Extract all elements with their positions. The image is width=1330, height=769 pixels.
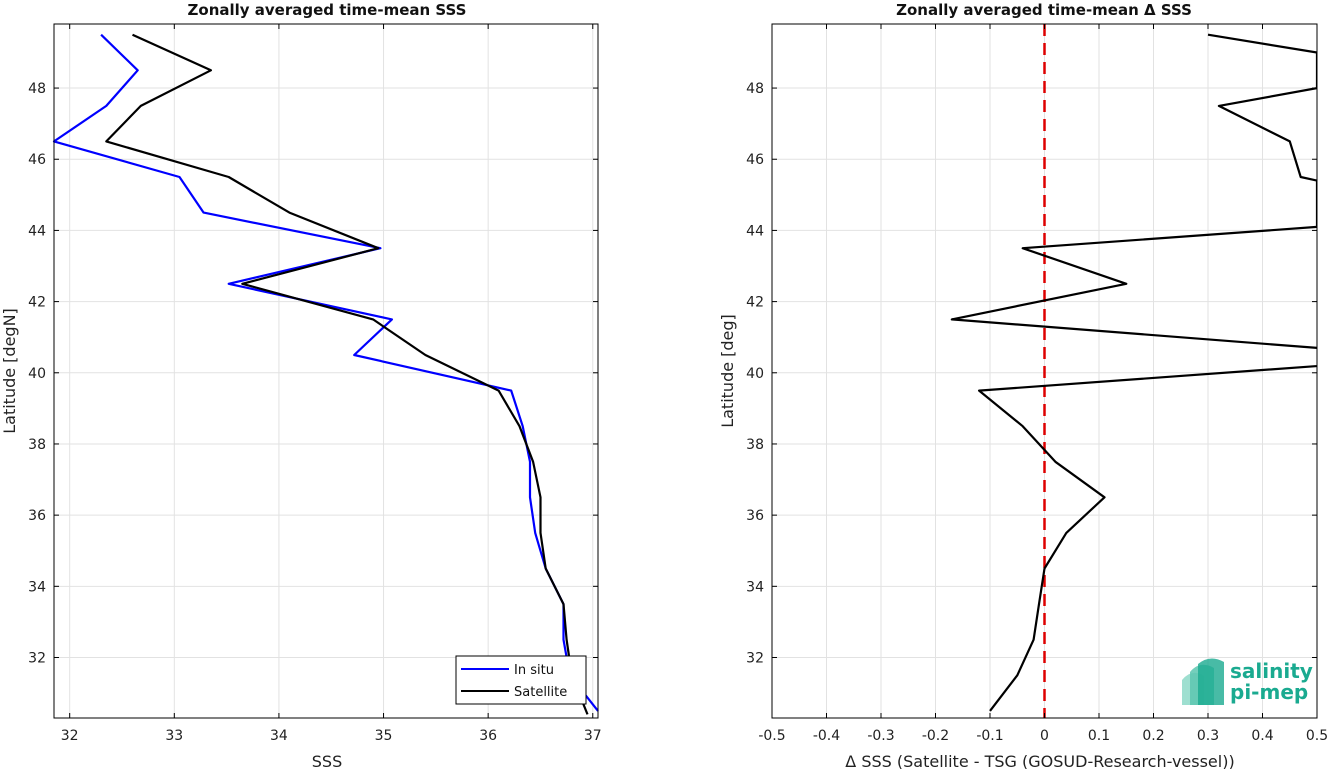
left-y-tick-label-5: 42 — [28, 295, 46, 311]
left-plot-area — [54, 24, 598, 718]
right-y-tick-label-8: 48 — [746, 81, 764, 97]
left-x-tick-label-1: 33 — [165, 728, 183, 744]
right-y-tick-label-4: 40 — [746, 366, 764, 382]
legend-label-in-situ: In situ — [514, 663, 554, 678]
left-x-tick-label-5: 37 — [584, 728, 602, 744]
left-y-tick-label-2: 36 — [28, 508, 46, 524]
left-y-tick-label-3: 38 — [28, 437, 46, 453]
right-x-tick-label-1: -0.4 — [813, 728, 840, 744]
right-x-tick-label-0: -0.5 — [758, 728, 785, 744]
right-ticks: -0.5 -0.4 -0.3 -0.2 -0.1 0 0.1 0.2 0.3 0.4 0.5 32 34… — [746, 24, 1328, 744]
left-y-tick-label-7: 46 — [28, 152, 46, 168]
right-y-tick-label-3: 38 — [746, 437, 764, 453]
right-x-axis-label: Δ SSS (Satellite - TSG (GOSUD-Research-v… — [845, 752, 1234, 769]
right-y-tick-label-0: 32 — [746, 650, 764, 666]
left-grid — [54, 24, 598, 718]
right-y-tick-label-1: 34 — [746, 579, 764, 595]
left-series-group — [52, 33, 599, 715]
right-series-group — [950, 24, 1317, 718]
legend-label-satellite: Satellite — [514, 685, 567, 700]
right-x-tick-label-3: -0.2 — [922, 728, 949, 744]
left-series-line-satellite — [105, 33, 589, 715]
left-x-tick-label-2: 34 — [270, 728, 288, 744]
right-x-tick-label-6: 0.1 — [1088, 728, 1110, 744]
right-x-tick-label-4: -0.1 — [976, 728, 1003, 744]
right-y-tick-label-5: 42 — [746, 295, 764, 311]
left-ticks: 32 33 34 35 36 37 32 34 36 38 40 42 44 46 48 — [28, 24, 602, 744]
left-y-tick-label-4: 40 — [28, 366, 46, 382]
logo-text-pimep: pi-mep — [1230, 680, 1308, 704]
left-y-tick-label-8: 48 — [28, 81, 46, 97]
right-x-tick-label-8: 0.3 — [1197, 728, 1219, 744]
right-panel: Zonally averaged time-mean Δ SSS -0.5 -0.… — [718, 1, 1328, 769]
right-x-tick-label-10: 0.5 — [1306, 728, 1328, 744]
legend: In situ Satellite — [455, 655, 587, 705]
right-x-tick-label-7: 0.2 — [1142, 728, 1164, 744]
right-chart-title: Zonally averaged time-mean Δ SSS — [896, 1, 1192, 19]
legend-box — [455, 655, 587, 705]
right-series-line-series-0 — [950, 33, 1317, 712]
left-panel: Zonally averaged time-mean SSS 32 33 34 35 3… — [0, 1, 602, 769]
right-y-axis-label: Latitude [deg] — [718, 314, 737, 428]
right-y-tick-label-2: 36 — [746, 508, 764, 524]
left-x-tick-label-0: 32 — [61, 728, 79, 744]
right-y-tick-label-6: 44 — [746, 223, 764, 239]
right-x-tick-label-5: 0 — [1040, 728, 1049, 744]
left-chart-title: Zonally averaged time-mean SSS — [188, 1, 467, 19]
salinity-wave-icon — [1182, 658, 1224, 705]
left-x-tick-label-3: 35 — [375, 728, 393, 744]
right-x-tick-label-2: -0.3 — [867, 728, 894, 744]
left-y-axis-label: Latitude [degN] — [0, 308, 19, 434]
left-y-tick-label-6: 44 — [28, 223, 46, 239]
left-axes-box — [53, 23, 599, 719]
left-y-tick-label-1: 34 — [28, 579, 46, 595]
salinity-pimep-logo: salinity pi-mep — [1182, 658, 1313, 705]
right-y-tick-label-7: 46 — [746, 152, 764, 168]
left-x-axis-label: SSS — [312, 752, 342, 769]
right-x-tick-label-9: 0.4 — [1251, 728, 1273, 744]
left-y-tick-label-0: 32 — [28, 650, 46, 666]
left-x-tick-label-4: 36 — [479, 728, 497, 744]
logo-text-salinity: salinity — [1230, 659, 1313, 683]
